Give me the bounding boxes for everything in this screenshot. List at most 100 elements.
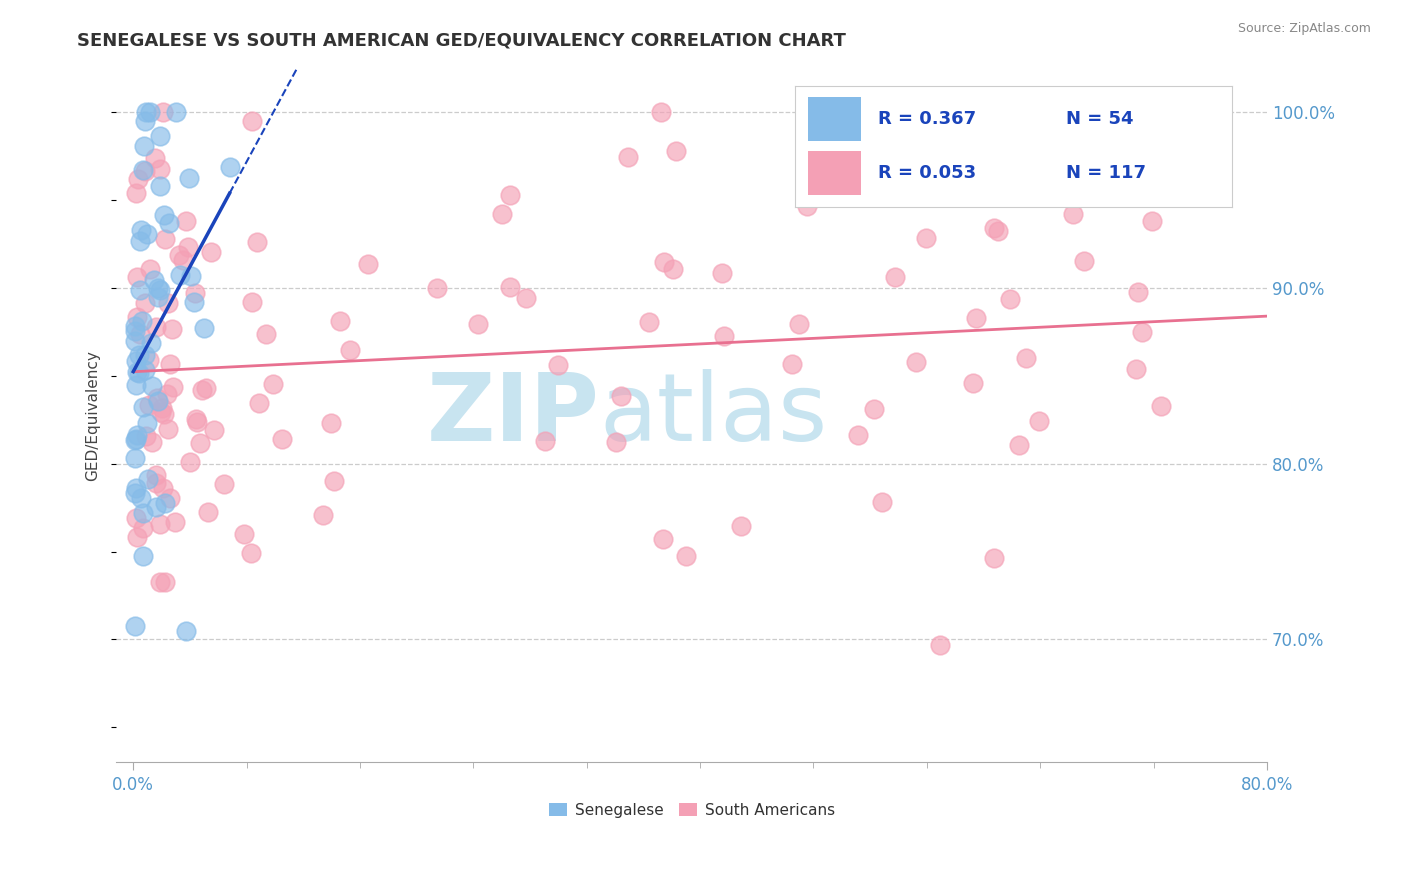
Point <box>138 352 160 367</box>
Point <box>962 376 984 391</box>
Point <box>149 161 172 176</box>
Point <box>675 549 697 563</box>
Point <box>159 357 181 371</box>
Point <box>179 455 201 469</box>
Point <box>339 343 361 357</box>
Point <box>124 324 146 338</box>
Point <box>146 280 169 294</box>
Point <box>240 114 263 128</box>
Point <box>124 378 146 392</box>
Point <box>145 467 167 482</box>
Point <box>165 515 187 529</box>
Point <box>177 170 200 185</box>
Point <box>1140 214 1163 228</box>
Point <box>262 377 284 392</box>
Point <box>172 253 194 268</box>
Point <box>197 505 219 519</box>
Text: atlas: atlas <box>599 369 828 461</box>
Point <box>605 435 627 450</box>
Point <box>145 500 167 514</box>
Point <box>124 450 146 465</box>
Point <box>134 114 156 128</box>
Point <box>138 398 160 412</box>
Point <box>124 334 146 349</box>
Point <box>1125 361 1147 376</box>
Point <box>132 521 155 535</box>
Point <box>139 261 162 276</box>
Point <box>177 240 200 254</box>
Point <box>491 206 513 220</box>
Point <box>156 386 179 401</box>
Point <box>983 551 1005 566</box>
Point <box>665 145 688 159</box>
Point <box>188 436 211 450</box>
Point <box>149 283 172 297</box>
Point <box>162 379 184 393</box>
Point <box>176 213 198 227</box>
Point <box>202 423 225 437</box>
Point <box>149 129 172 144</box>
Point <box>1015 351 1038 365</box>
Point <box>127 172 149 186</box>
Point <box>155 232 177 246</box>
Point <box>321 417 343 431</box>
Point <box>153 575 176 590</box>
Point <box>157 216 180 230</box>
Point <box>129 234 152 248</box>
Point <box>132 507 155 521</box>
Point <box>134 105 156 120</box>
Point <box>499 280 522 294</box>
Point <box>194 382 217 396</box>
Point <box>152 407 174 421</box>
Point <box>124 619 146 633</box>
Point <box>311 508 333 522</box>
Point <box>862 402 884 417</box>
Point <box>983 220 1005 235</box>
Point <box>124 433 146 447</box>
Point <box>125 432 148 446</box>
Point <box>131 314 153 328</box>
Point <box>846 428 869 442</box>
Point <box>200 245 222 260</box>
Point <box>637 315 659 329</box>
Point <box>150 401 173 416</box>
Point <box>131 401 153 415</box>
Point <box>915 230 938 244</box>
Point <box>143 152 166 166</box>
Point <box>146 290 169 304</box>
Point <box>167 247 190 261</box>
Point <box>242 294 264 309</box>
Point <box>1073 254 1095 268</box>
Point <box>134 139 156 153</box>
Text: ZIP: ZIP <box>426 369 599 461</box>
Point <box>180 268 202 283</box>
Point <box>160 322 183 336</box>
Point <box>142 273 165 287</box>
Point <box>135 429 157 443</box>
Point <box>136 471 159 485</box>
Legend: Senegalese, South Americans: Senegalese, South Americans <box>543 797 841 824</box>
Point <box>246 235 269 250</box>
Point <box>125 186 148 201</box>
Point <box>149 179 172 194</box>
Y-axis label: GED/Equivalency: GED/Equivalency <box>86 350 100 481</box>
Point <box>169 268 191 283</box>
Point <box>904 355 927 369</box>
Point <box>499 187 522 202</box>
Point <box>165 105 187 120</box>
Point <box>191 383 214 397</box>
Point <box>1128 285 1150 300</box>
Point <box>1000 293 1022 307</box>
Point <box>534 434 557 449</box>
Point <box>124 319 146 334</box>
Point <box>212 477 235 491</box>
Point <box>129 327 152 342</box>
Point <box>426 281 449 295</box>
Point <box>129 491 152 506</box>
Point <box>125 427 148 442</box>
Point <box>467 317 489 331</box>
Point <box>183 295 205 310</box>
Point <box>156 296 179 310</box>
Point <box>515 291 537 305</box>
Point <box>176 624 198 639</box>
